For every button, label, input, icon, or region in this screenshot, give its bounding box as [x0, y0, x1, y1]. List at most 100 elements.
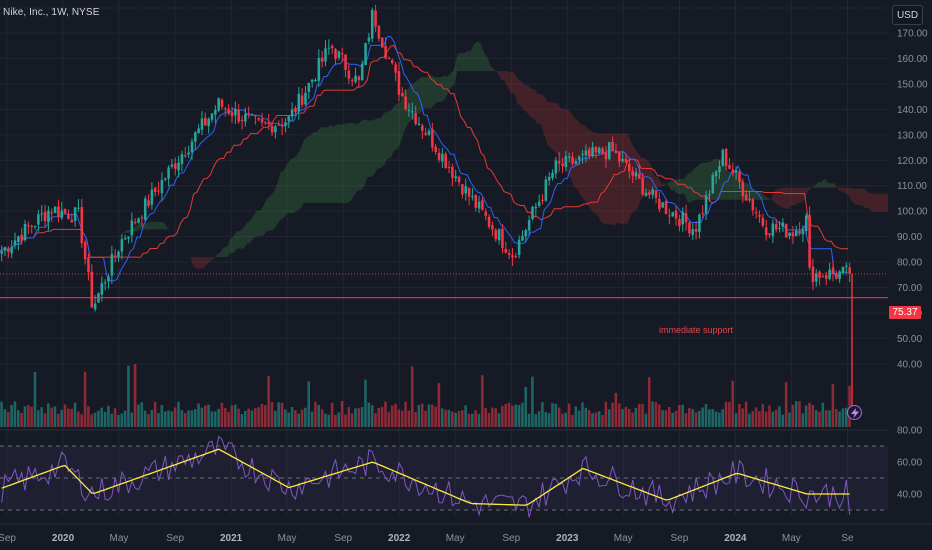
candle: [541, 194, 544, 205]
candle-body: [401, 93, 404, 97]
candle: [744, 190, 748, 202]
volume-bar: [277, 402, 280, 427]
time-tick-label: Sep: [502, 533, 520, 544]
volume-bar: [250, 410, 254, 427]
candle-body: [527, 220, 531, 231]
cloud-segment: [106, 237, 111, 245]
volume-bar: [504, 403, 507, 427]
conversion-line: [0, 35, 848, 282]
volume-bar: [834, 409, 838, 427]
cloud-segment: [196, 257, 201, 269]
candle: [177, 155, 180, 178]
volume-bar: [33, 371, 37, 427]
candle: [524, 228, 528, 243]
cloud-segment: [530, 89, 535, 120]
candle: [184, 146, 187, 158]
candle-body: [517, 239, 521, 255]
candle: [467, 187, 471, 206]
candle: [163, 177, 167, 182]
candle-body: [264, 122, 267, 124]
candle: [521, 230, 524, 242]
candle-body: [564, 156, 568, 167]
candle-body: [297, 93, 301, 112]
cloud-segment: [327, 124, 331, 203]
volume-bar: [601, 414, 604, 427]
candle: [50, 208, 54, 222]
candle: [167, 165, 170, 187]
volume-bar: [751, 410, 755, 427]
candle-body: [174, 163, 177, 169]
volume-bar: [447, 409, 451, 427]
volume-bar: [607, 409, 611, 427]
volume-bar: [87, 406, 90, 427]
candle: [774, 218, 778, 233]
volume-bar: [73, 402, 77, 427]
volume-bar: [260, 403, 264, 427]
candle-body: [671, 212, 674, 217]
price-tick-label: 170.00: [897, 29, 928, 40]
candle: [110, 245, 114, 285]
cloud-segment: [734, 172, 738, 200]
volume-bar: [100, 407, 104, 427]
candle: [30, 224, 33, 234]
volume-bar: [270, 401, 274, 427]
volume-bar: [120, 413, 124, 427]
candle-body: [651, 189, 654, 195]
candle-body: [10, 246, 13, 254]
candle-body: [380, 37, 384, 48]
candle-body: [327, 47, 331, 49]
candle-body: [187, 152, 190, 155]
candle: [768, 233, 771, 239]
volume-bar: [93, 412, 97, 427]
candle-body: [190, 141, 194, 153]
candle-body: [487, 216, 491, 227]
cloud-segment: [781, 187, 785, 208]
cloud-segment: [697, 162, 702, 200]
candle-body: [584, 150, 588, 156]
lightning-bolt-icon[interactable]: [847, 405, 862, 420]
candle-body: [254, 115, 257, 117]
volume-bar: [20, 412, 23, 427]
candle-body: [628, 163, 631, 172]
candle-body: [100, 283, 104, 295]
volume-bar: [587, 410, 591, 427]
cloud-segment: [250, 215, 254, 244]
cloud-segment: [227, 239, 231, 258]
candle-body: [83, 241, 87, 260]
cloud-segment: [173, 239, 177, 258]
candle: [814, 269, 818, 287]
volume-bar: [170, 411, 174, 427]
candle-body: [27, 225, 30, 227]
volume-bar: [387, 411, 391, 427]
currency-button[interactable]: USD: [892, 5, 923, 25]
price-tick-label: 90.00: [897, 232, 922, 243]
cloud-segment: [126, 230, 131, 233]
candle: [694, 221, 698, 240]
candle: [317, 49, 321, 87]
candle-body: [200, 118, 204, 130]
candle: [698, 213, 701, 239]
candle: [414, 105, 417, 126]
candle-body: [357, 76, 361, 81]
candle-body: [537, 201, 541, 206]
volume-bar: [163, 411, 167, 427]
candle: [678, 214, 681, 232]
candle-body: [184, 155, 187, 157]
candle-body: [624, 158, 628, 163]
candle-body: [310, 79, 314, 82]
candle-body: [330, 45, 334, 49]
candle: [794, 225, 798, 237]
volume-bar: [157, 412, 160, 427]
candle-body: [708, 194, 711, 196]
cloud-segment: [300, 140, 304, 209]
candle-body: [267, 122, 271, 125]
volume-bar: [70, 408, 73, 427]
cloud-segment: [213, 254, 218, 259]
cloud-segment: [383, 111, 388, 166]
candle: [10, 240, 13, 258]
candle-body: [664, 201, 668, 214]
volume-bar: [748, 413, 751, 427]
cloud-segment: [567, 109, 571, 178]
volume-bar: [304, 407, 307, 427]
